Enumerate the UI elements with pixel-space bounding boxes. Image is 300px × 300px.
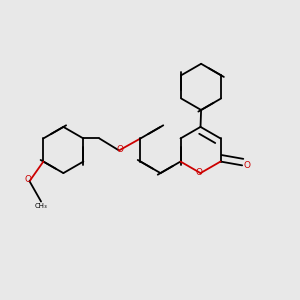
Text: O: O xyxy=(116,145,123,154)
Text: CH₃: CH₃ xyxy=(35,203,47,209)
Text: O: O xyxy=(25,176,32,184)
Text: O: O xyxy=(244,161,250,170)
Text: O: O xyxy=(196,168,202,177)
